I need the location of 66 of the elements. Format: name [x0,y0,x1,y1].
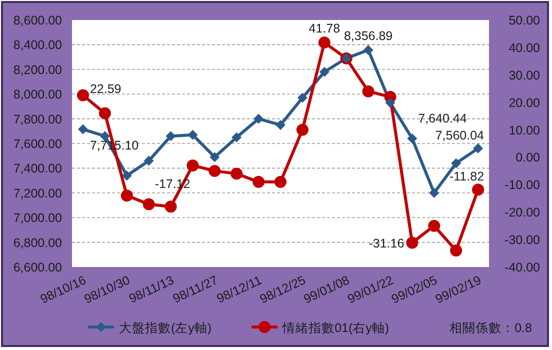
point [429,188,440,198]
y2-tick-label: 50.00 [508,14,540,28]
y-tick-label: 8,600.00 [13,14,62,28]
point [78,124,88,134]
y-tick-label: 7,800.00 [13,112,62,126]
data-label: -31.16 [368,236,404,251]
point [76,89,89,102]
point [122,170,132,181]
y-tick-label: 7,200.00 [13,186,62,200]
data-label: 7,640.44 [418,112,467,126]
y2-tick-label: 10.00 [508,123,540,138]
point [142,198,155,210]
text: 相關係數：0.8 [450,321,532,335]
data-label: -11.82 [450,170,484,184]
point [210,152,220,162]
point [164,200,177,213]
y2-tick-label: 20.00 [508,96,540,110]
point [98,107,111,120]
y-tick-label: 6,800.00 [13,236,62,250]
y2-tick-label: -20.00 [504,206,540,220]
y2-tick-label: -40.00 [504,260,540,274]
point [144,156,154,166]
y-tick-label: 7,400.00 [13,162,62,176]
data-label: 22.59 [90,82,122,96]
point [296,124,308,136]
point [208,164,221,177]
data-label: 41.78 [308,22,340,36]
y-tick-label: 7,600.00 [13,137,62,151]
point [166,131,176,142]
point [407,134,418,144]
point [100,131,110,142]
point [188,130,198,140]
point [297,92,308,103]
data-label: 8,356.89 [344,29,393,44]
y2-tick-label: 40.00 [508,40,540,55]
y-tick-label: 8,000.00 [13,88,62,102]
y2-tick-label: 30.00 [508,68,540,82]
point [472,184,484,196]
y-tick-label: 6,600.00 [13,260,62,274]
point [362,85,374,98]
point [318,36,330,49]
point [252,176,265,188]
y-tick-label: 8,400.00 [13,38,62,52]
point [254,114,264,124]
point [319,66,330,77]
point [120,190,133,202]
point [428,220,440,232]
point [406,236,418,249]
point [451,158,462,168]
y2-tick-label: -10.00 [504,178,540,192]
point [450,244,462,257]
data-label: 7,560.04 [435,128,484,142]
legend-label: 大盤指數(左y軸) [119,321,212,335]
point [230,168,243,180]
legend-label: 情緒指數01(右y軸) [282,321,390,335]
y-tick-label: 8,200.00 [13,62,62,77]
point [274,176,286,188]
y2-tick-label: 0.00 [516,150,540,165]
point [232,132,242,142]
point [276,120,286,130]
point [385,98,396,108]
point [186,159,199,172]
y-tick-label: 7,000.00 [13,211,62,226]
point [363,45,374,56]
y2-tick-label: -30.00 [504,233,540,248]
point [473,143,484,154]
